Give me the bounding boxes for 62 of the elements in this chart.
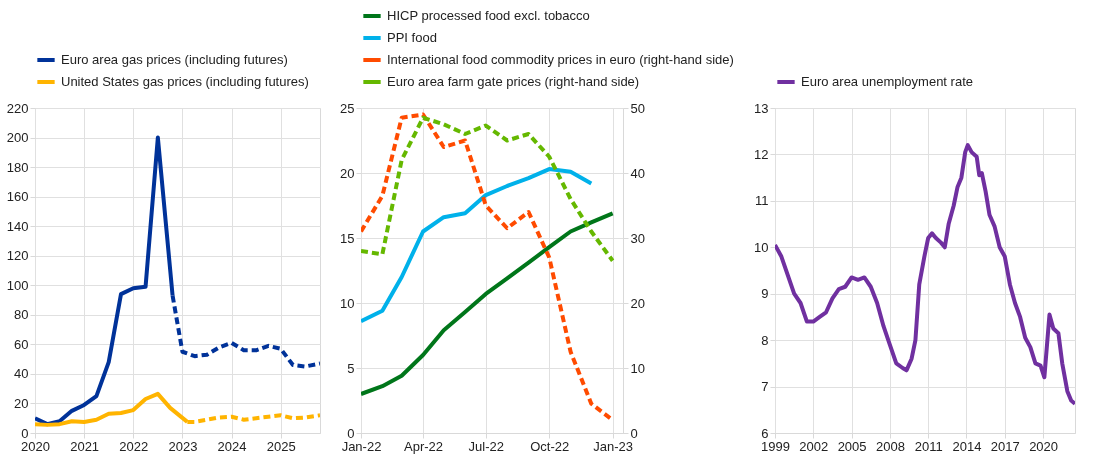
y-tick-label: 60 xyxy=(14,336,29,352)
y2-tick-label: 30 xyxy=(630,230,645,246)
y-tick-label: 20 xyxy=(340,165,355,181)
y-tick-label: 9 xyxy=(761,286,769,302)
legend-label: Euro area farm gate prices (right-hand side) xyxy=(387,74,640,89)
y-tick-label: 10 xyxy=(340,295,355,311)
y-tick-label: 140 xyxy=(6,218,29,234)
x-tick-label: Oct-22 xyxy=(530,438,570,454)
y-tick-label: 6 xyxy=(761,425,769,441)
x-tick-label: 2020 xyxy=(1029,438,1059,454)
y-tick-label: 80 xyxy=(14,307,29,323)
y-tick-label: 180 xyxy=(6,159,29,175)
y-tick-label: 20 xyxy=(14,395,29,411)
x-tick-label: 2020 xyxy=(21,438,50,454)
y-tick-label: 160 xyxy=(6,189,29,205)
x-tick-label: 2002 xyxy=(799,438,829,454)
y-tick-label: 13 xyxy=(754,100,769,116)
y-tick-label: 120 xyxy=(6,248,29,264)
y2-tick-label: 10 xyxy=(630,360,645,376)
legend-label: United States gas prices (including futures) xyxy=(61,74,309,89)
y-tick-label: 0 xyxy=(21,425,29,441)
y-tick-label: 100 xyxy=(6,277,29,293)
x-tick-label: 1999 xyxy=(761,438,790,454)
x-tick-label: 2011 xyxy=(914,438,943,454)
legend-label: Euro area gas prices (including futures) xyxy=(61,52,288,67)
y-tick-label: 40 xyxy=(14,366,29,382)
legend-label: HICP processed food excl. tobacco xyxy=(387,8,590,23)
x-tick-label: Jul-22 xyxy=(468,438,505,454)
x-tick-label: 2017 xyxy=(990,438,1020,454)
y-tick-label: 25 xyxy=(340,100,355,116)
y-tick-label: 10 xyxy=(754,239,769,255)
y-tick-label: 8 xyxy=(761,332,769,348)
x-tick-label: 2022 xyxy=(119,438,149,454)
x-tick-label: Jan-23 xyxy=(593,438,634,454)
y-tick-label: 200 xyxy=(6,130,29,146)
x-tick-label: 2024 xyxy=(217,438,247,454)
line-series xyxy=(361,211,615,396)
x-tick-label: Apr-22 xyxy=(404,438,444,454)
x-tick-label: 2008 xyxy=(875,438,905,454)
y-tick-label: 7 xyxy=(761,379,769,395)
line-series xyxy=(361,115,615,263)
legend-label: PPI food xyxy=(387,30,437,45)
y-tick-label: 220 xyxy=(6,100,29,116)
line-series xyxy=(361,167,594,324)
x-tick-label: 2005 xyxy=(837,438,867,454)
y-tick-label: 5 xyxy=(347,360,355,376)
y2-tick-label: 50 xyxy=(630,100,645,116)
y-tick-label: 15 xyxy=(340,230,355,246)
x-tick-label: 2023 xyxy=(168,438,198,454)
y-tick-label: 12 xyxy=(754,146,769,162)
y-tick-label: 11 xyxy=(755,193,769,209)
legend-label: International food commodity prices in euro (right-hand side) xyxy=(387,52,734,67)
legend-label: Euro area unemployment rate xyxy=(801,74,973,89)
y2-tick-label: 0 xyxy=(630,425,638,441)
x-tick-label: 2025 xyxy=(266,438,296,454)
x-tick-label: 2021 xyxy=(70,438,100,454)
y-tick-label: 0 xyxy=(347,425,355,441)
y2-tick-label: 40 xyxy=(630,165,645,181)
y2-tick-label: 20 xyxy=(630,295,645,311)
x-tick-label: Jan-22 xyxy=(341,438,382,454)
x-tick-label: 2014 xyxy=(952,438,982,454)
line-series xyxy=(775,143,1075,406)
